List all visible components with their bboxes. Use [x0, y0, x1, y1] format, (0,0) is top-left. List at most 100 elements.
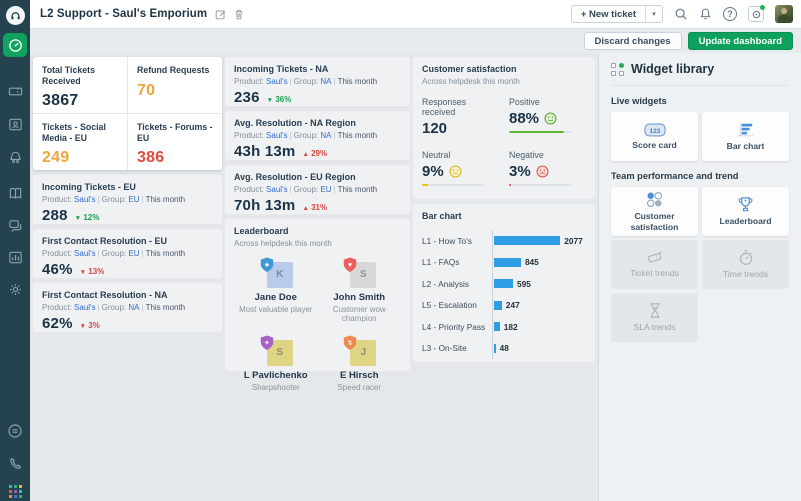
new-ticket-button[interactable]: + New ticket ▾ — [570, 5, 663, 23]
sidebar-item-contacts[interactable] — [0, 111, 30, 137]
library-tile-score-card[interactable]: 123 Score card — [611, 112, 698, 161]
bar-row: L3 - On-Site 48 — [422, 337, 586, 359]
neutral-bar — [422, 183, 484, 186]
arrow-down-icon: ▼ — [79, 268, 87, 276]
trend-indicator: ▲ 31% — [302, 202, 328, 212]
explore-switcher-icon[interactable] — [748, 5, 765, 22]
svg-text:♥: ♥ — [348, 260, 352, 268]
phone-icon — [9, 457, 21, 469]
widget-tickets-forums-eu[interactable]: Tickets - Forums - EU 386 — [128, 114, 222, 170]
sidebar-item-forums[interactable] — [0, 212, 30, 238]
trend-indicator: ▲ 29% — [302, 148, 328, 158]
leaderboard-entry: ★ K Jane Doe Most valuable player — [234, 256, 318, 323]
widget-first-contact-resolution-eu[interactable]: First Contact Resolution - EU Product: S… — [33, 229, 222, 278]
score-card-icon: 123 — [643, 123, 666, 137]
section-team-performance: Team performance and trend — [611, 171, 739, 181]
bar — [494, 236, 561, 246]
edit-toolbar: Discard changes Update dashboard — [30, 29, 801, 53]
bar-label: L2 - Analysis — [422, 278, 470, 289]
bar-chart-box-icon — [8, 251, 22, 263]
arrow-up-icon: ▲ — [302, 150, 309, 158]
apps-grid-icon — [8, 484, 22, 498]
library-tile-customer-satisfaction[interactable]: Customer satisfaction — [611, 187, 698, 236]
book-icon — [9, 187, 21, 199]
positive-bar — [509, 130, 571, 133]
update-dashboard-button[interactable]: Update dashboard — [687, 32, 793, 50]
help-icon[interactable]: ? — [723, 7, 737, 21]
discard-changes-button[interactable]: Discard changes — [583, 32, 682, 50]
bar-label: L3 - On-Site — [422, 343, 467, 354]
edit-dashboard-icon[interactable] — [215, 9, 226, 20]
widget-value: 62% — [42, 314, 73, 332]
widget-filters: Product: Saul's | Group: EU | This month — [42, 248, 186, 258]
sidebar-item-solutions[interactable] — [0, 180, 30, 206]
widget-library-panel: Widget library Live widgets 123 Score ca… — [598, 53, 801, 501]
widget-title: Tickets - Social Media - EU — [42, 122, 106, 143]
widget-refund-requests[interactable]: Refund Requests 70 — [128, 57, 222, 113]
bar — [494, 279, 513, 289]
scorecard-group: Total Tickets Received 3867 Refund Reque… — [33, 57, 222, 170]
widget-first-contact-resolution-na[interactable]: First Contact Resolution - NA Product: S… — [33, 283, 222, 332]
search-icon[interactable] — [674, 7, 688, 21]
csat-faces-icon — [646, 192, 663, 208]
sidebar-item-tickets[interactable] — [0, 78, 30, 104]
widget-leaderboard[interactable]: Leaderboard Across helpdesk this month ★… — [225, 219, 410, 392]
hourglass-icon — [650, 303, 659, 319]
widget-total-tickets-received[interactable]: Total Tickets Received 3867 — [33, 57, 127, 113]
widget-incoming-tickets-na[interactable]: Incoming Tickets - NA Product: Saul's | Gr… — [225, 57, 410, 106]
bar-value: 845 — [524, 257, 539, 268]
notifications-bell-icon[interactable] — [699, 7, 712, 21]
bar — [494, 300, 502, 310]
widget-value: 46% — [42, 260, 73, 278]
avatar-initial: S — [266, 339, 293, 366]
new-ticket-caret[interactable]: ▾ — [645, 6, 662, 22]
app-logo[interactable] — [0, 0, 30, 30]
ticket-icon — [8, 87, 22, 95]
widget-value: 43h 13m — [234, 142, 296, 160]
section-live-widgets: Live widgets — [611, 96, 667, 106]
bar-chart-widget-icon — [738, 123, 753, 137]
library-tile-time-trends: Time trends — [702, 240, 789, 289]
agent-name: L Pavlichenko — [243, 369, 308, 381]
widget-filters: Product: Saul's | Group: EU | This month — [234, 184, 378, 194]
award-shield-icon: ★ — [260, 256, 273, 272]
sidebar-item-phone[interactable] — [0, 450, 30, 476]
library-tile-bar-chart[interactable]: Bar chart — [702, 112, 789, 161]
agent-award: Most valuable player — [239, 304, 313, 314]
sidebar-item-social[interactable] — [0, 144, 30, 170]
user-avatar[interactable] — [775, 5, 793, 23]
widget-value: 70 — [137, 81, 156, 99]
leaderboard-grid: ★ K Jane Doe Most valuable player ♥ S John Smi… — [234, 256, 401, 392]
widget-incoming-tickets-eu[interactable]: Incoming Tickets - EU Product: Saul's | Gr… — [33, 175, 222, 224]
widget-value: 70h 13m — [234, 196, 296, 214]
headphones-icon — [5, 5, 25, 25]
neutral-face-icon — [449, 165, 462, 177]
widget-avg-resolution-na[interactable]: Avg. Resolution - NA Region Product: Sau… — [225, 111, 410, 160]
csat-positive: Positive 88% — [509, 97, 586, 137]
sidebar-item-admin[interactable] — [0, 276, 30, 302]
contact-card-icon — [8, 118, 22, 130]
delete-dashboard-icon[interactable] — [234, 9, 244, 20]
library-tile-leaderboard[interactable]: Leaderboard — [702, 187, 789, 236]
sidebar-item-dashboard[interactable] — [3, 33, 27, 57]
bar — [494, 343, 496, 353]
widget-library-header: Widget library — [611, 62, 789, 86]
widget-customer-satisfaction[interactable]: Customer satisfaction Across helpdesk th… — [413, 57, 595, 199]
sidebar-item-apps-switcher[interactable] — [0, 478, 30, 501]
widget-tickets-social-media-eu[interactable]: Tickets - Social Media - EU 249 — [33, 114, 127, 170]
notification-dot — [760, 5, 765, 10]
agent-award: Sharpshooter — [251, 382, 300, 392]
sidebar-item-freshconnect[interactable] — [0, 418, 30, 444]
collab-circle-icon — [8, 424, 22, 438]
widget-subtitle: Across helpdesk this month — [234, 238, 332, 248]
widget-bar-chart[interactable]: Bar chart L1 - How To's 2077 L1 - FAQs 845 L… — [413, 204, 595, 362]
new-ticket-label[interactable]: + New ticket — [580, 8, 636, 20]
widget-avg-resolution-eu[interactable]: Avg. Resolution - EU Region Product: Sau… — [225, 165, 410, 214]
bar-label: L1 - How To's — [422, 235, 472, 246]
arrow-up-icon: ▲ — [302, 204, 309, 212]
social-icon — [9, 151, 21, 163]
sidebar-item-analytics[interactable] — [0, 244, 30, 270]
bar-row: L4 - Priority Pass 182 — [422, 316, 586, 338]
widget-title: Leaderboard — [234, 226, 289, 236]
trend-indicator: ▼ 36% — [266, 94, 292, 104]
